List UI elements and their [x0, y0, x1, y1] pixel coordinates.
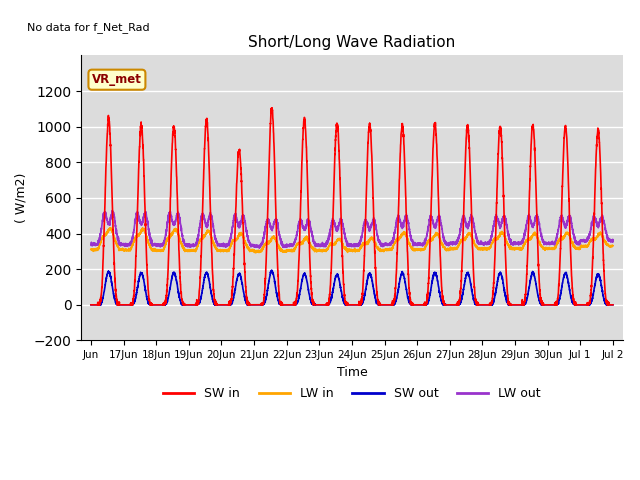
Legend: SW in, LW in, SW out, LW out: SW in, LW in, SW out, LW out [158, 383, 546, 406]
Y-axis label: ( W/m2): ( W/m2) [15, 173, 28, 223]
Title: Short/Long Wave Radiation: Short/Long Wave Radiation [248, 35, 456, 50]
X-axis label: Time: Time [337, 366, 367, 379]
Text: No data for f_Net_Rad: No data for f_Net_Rad [27, 22, 150, 33]
Text: VR_met: VR_met [92, 73, 142, 86]
